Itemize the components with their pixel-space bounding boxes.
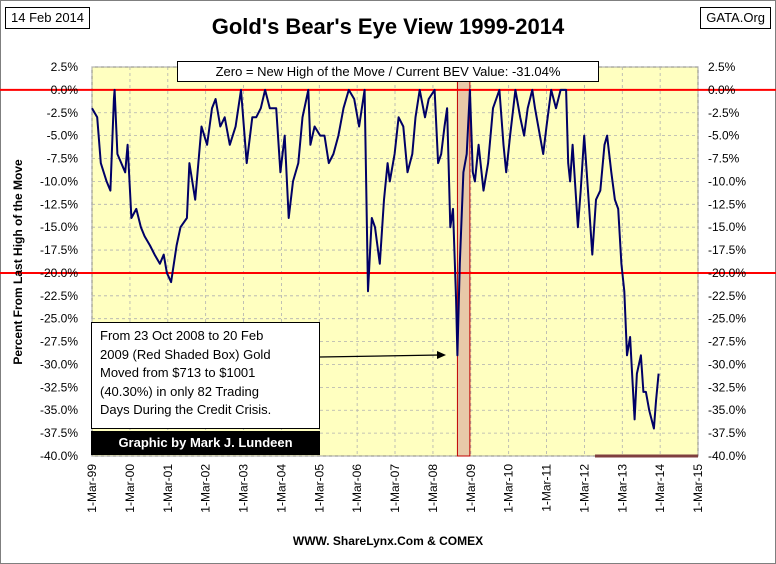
x-tick-label: 1-Mar-00 bbox=[123, 464, 137, 513]
y-tick-label: -22.5% bbox=[40, 289, 78, 303]
footer-source: WWW. ShareLynx.Com & COMEX bbox=[292, 534, 484, 548]
y-axis-right: 2.5% 0.0% -2.5% -5.0% -7.5% -10.0% -12.5% -15.0… bbox=[708, 60, 746, 463]
y-tick-label: -17.5% bbox=[40, 243, 78, 257]
x-tick-label: 1-Mar-02 bbox=[199, 464, 213, 513]
series-line bbox=[91, 88, 660, 430]
x-tick-label: 1-Mar-14 bbox=[653, 464, 667, 513]
y-tick-label: -7.5% bbox=[708, 152, 740, 166]
y-tick-label: 2.5% bbox=[708, 60, 736, 74]
y-axis-left: 2.5% 0.0% -2.5% -5.0% -7.5% -10.0% -12.5% -15.0… bbox=[40, 60, 78, 463]
annotation-line: From 23 Oct 2008 to 20 Feb bbox=[100, 328, 264, 343]
x-tick-label: 1-Mar-08 bbox=[426, 464, 440, 513]
x-tick-label: 1-Mar-01 bbox=[161, 464, 175, 513]
y-tick-label: -10.0% bbox=[708, 174, 746, 188]
y-tick-label: -32.5% bbox=[708, 380, 746, 394]
y-tick-label: -5.0% bbox=[47, 129, 79, 143]
annotation-box: From 23 Oct 2008 to 20 Feb 2009 (Red Sha… bbox=[91, 322, 320, 429]
y-tick-label: -40.0% bbox=[708, 449, 746, 463]
series-group bbox=[91, 88, 698, 458]
y-tick-label: -15.0% bbox=[40, 220, 78, 234]
y-tick-label: -37.5% bbox=[708, 426, 746, 440]
y-tick-label: -2.5% bbox=[708, 106, 740, 120]
y-tick-label: -27.5% bbox=[708, 335, 746, 349]
y-tick-label: -15.0% bbox=[708, 220, 746, 234]
annotation-line: Moved from $713 to $1001 bbox=[100, 365, 256, 380]
y-tick-label: -20.0% bbox=[40, 266, 78, 280]
x-tick-label: 1-Mar-12 bbox=[577, 464, 591, 513]
y-tick-label: -7.5% bbox=[47, 152, 79, 166]
annotation-arrow bbox=[319, 351, 446, 359]
x-tick-label: 1-Mar-07 bbox=[388, 464, 402, 513]
y-tick-label: -10.0% bbox=[40, 174, 78, 188]
y-tick-label: -35.0% bbox=[40, 403, 78, 417]
date-stamp: 14 Feb 2014 bbox=[5, 7, 91, 29]
annotation-line: (40.30%) in only 82 Trading bbox=[100, 383, 259, 399]
x-tick-label: 1-Mar-10 bbox=[502, 464, 516, 513]
y-tick-label: -30.0% bbox=[40, 357, 78, 371]
y-tick-label: -2.5% bbox=[47, 106, 79, 120]
x-tick-label: 1-Mar-06 bbox=[350, 464, 364, 513]
x-tick-label: 1-Mar-03 bbox=[237, 464, 251, 513]
annotation-line: 2009 (Red Shaded Box) Gold bbox=[100, 346, 271, 362]
x-tick-label: 1-Mar-04 bbox=[274, 464, 288, 513]
y-axis-label: Percent From Last High of the Move bbox=[11, 159, 25, 365]
y-tick-label: -27.5% bbox=[40, 335, 78, 349]
y-tick-label: -17.5% bbox=[708, 243, 746, 257]
y-tick-label: -40.0% bbox=[40, 449, 78, 463]
x-tick-label: 1-Mar-11 bbox=[540, 464, 554, 512]
y-tick-label: -12.5% bbox=[40, 197, 78, 211]
y-tick-label: -25.0% bbox=[40, 312, 78, 326]
y-tick-label: -20.0% bbox=[708, 266, 746, 280]
y-tick-label: -35.0% bbox=[708, 403, 746, 417]
y-tick-label: -30.0% bbox=[708, 357, 746, 371]
x-tick-label: 1-Mar-05 bbox=[312, 464, 326, 513]
x-tick-label: 1-Mar-09 bbox=[464, 464, 478, 513]
annotation-line: Days During the Credit Crisis. bbox=[100, 402, 272, 417]
x-tick-label: 1-Mar-99 bbox=[85, 464, 99, 513]
source-tag: GATA.Org bbox=[700, 7, 771, 29]
y-tick-label: 0.0% bbox=[51, 83, 79, 97]
x-axis: 1-Mar-99 1-Mar-00 1-Mar-01 1-Mar-02 1-Mar-03… bbox=[85, 464, 705, 513]
y-tick-label: -25.0% bbox=[708, 312, 746, 326]
reference-lines bbox=[0, 88, 776, 274]
y-tick-label: -32.5% bbox=[40, 380, 78, 394]
chart-title: Gold's Bear's Eye View 1999-2014 bbox=[211, 14, 565, 39]
y-tick-label: 0.0% bbox=[708, 83, 736, 97]
credit-banner: Graphic by Mark J. Lundeen bbox=[91, 431, 320, 455]
y-tick-label: -22.5% bbox=[708, 289, 746, 303]
y-tick-label: -5.0% bbox=[708, 129, 740, 143]
legend-box: Zero = New High of the Move / Current BE… bbox=[177, 61, 599, 82]
y-tick-label: -37.5% bbox=[40, 426, 78, 440]
y-tick-label: -12.5% bbox=[708, 197, 746, 211]
y-tick-label: 2.5% bbox=[51, 60, 79, 74]
x-tick-label: 1-Mar-15 bbox=[691, 464, 705, 513]
x-tick-label: 1-Mar-13 bbox=[615, 464, 629, 513]
